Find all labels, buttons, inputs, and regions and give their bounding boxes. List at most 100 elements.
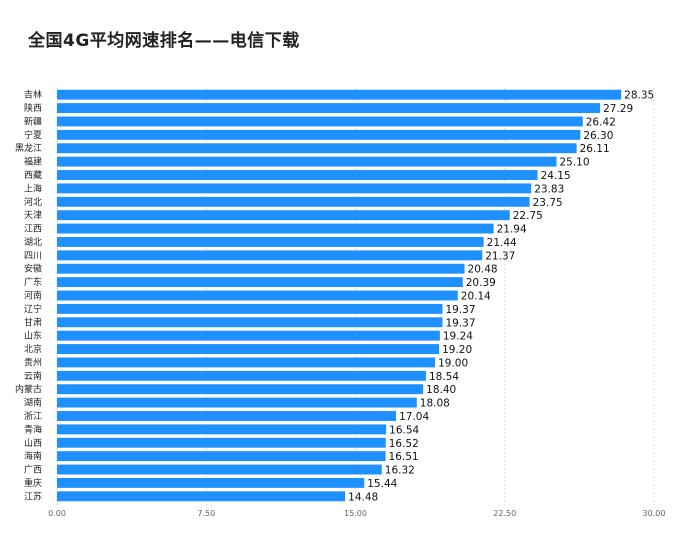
bar bbox=[57, 451, 386, 462]
bar bbox=[57, 143, 577, 154]
value-label: 26.11 bbox=[580, 143, 610, 155]
category-label: 山西 bbox=[24, 438, 42, 449]
category-label: 陕西 bbox=[24, 102, 42, 114]
bar bbox=[57, 210, 510, 221]
category-label: 北京 bbox=[24, 343, 42, 355]
value-label: 23.75 bbox=[533, 197, 563, 209]
category-label: 青海 bbox=[24, 423, 42, 435]
bar bbox=[57, 424, 387, 435]
category-label: 海南 bbox=[24, 450, 42, 462]
category-label: 重庆 bbox=[24, 477, 42, 489]
value-label: 27.29 bbox=[603, 103, 633, 115]
category-label: 上海 bbox=[24, 182, 42, 194]
bar bbox=[57, 116, 583, 127]
bar bbox=[57, 491, 346, 502]
bar bbox=[57, 103, 601, 114]
bar bbox=[57, 89, 622, 100]
bar bbox=[57, 330, 440, 341]
bar bbox=[57, 129, 581, 140]
value-label: 26.30 bbox=[583, 130, 613, 142]
value-label: 28.35 bbox=[624, 90, 654, 102]
value-label: 20.14 bbox=[461, 291, 491, 303]
value-label: 18.54 bbox=[429, 371, 459, 383]
bar bbox=[57, 397, 417, 408]
x-tick-label: 0.00 bbox=[48, 509, 66, 518]
bar bbox=[57, 196, 530, 207]
category-label: 江苏 bbox=[24, 490, 42, 502]
bar bbox=[57, 437, 386, 448]
x-tick-label: 30.00 bbox=[643, 509, 666, 518]
category-label: 新疆 bbox=[24, 115, 42, 127]
value-label: 21.44 bbox=[487, 237, 517, 249]
value-label: 18.08 bbox=[420, 398, 450, 410]
category-label: 宁夏 bbox=[24, 129, 42, 141]
value-label: 14.48 bbox=[348, 491, 378, 503]
category-label: 吉林 bbox=[24, 89, 42, 101]
category-label: 江西 bbox=[24, 224, 42, 235]
value-label: 22.75 bbox=[513, 210, 543, 222]
x-axis-ticks: 0.00 7.50 15.00 22.50 30.00 bbox=[48, 509, 665, 518]
value-label: 19.00 bbox=[438, 357, 468, 369]
value-label: 16.52 bbox=[389, 438, 419, 450]
value-label: 16.54 bbox=[389, 424, 419, 436]
value-label: 21.37 bbox=[485, 250, 515, 262]
bar bbox=[57, 303, 443, 314]
bar bbox=[57, 290, 458, 301]
category-label: 安徽 bbox=[24, 263, 42, 275]
category-label: 河北 bbox=[24, 196, 42, 208]
bar bbox=[57, 464, 382, 475]
bars bbox=[57, 89, 622, 502]
chart-title: 全国4G平均网速排名——电信下载 bbox=[28, 31, 300, 51]
category-label: 福建 bbox=[24, 156, 42, 168]
bar bbox=[57, 317, 443, 328]
category-label: 贵州 bbox=[24, 356, 42, 368]
value-label: 19.24 bbox=[443, 331, 473, 343]
category-label: 湖南 bbox=[24, 397, 42, 409]
bar bbox=[57, 183, 532, 194]
value-label: 19.37 bbox=[445, 304, 475, 316]
bar bbox=[57, 223, 494, 234]
category-label: 黑龙江 bbox=[15, 142, 42, 154]
value-label: 15.44 bbox=[367, 478, 397, 490]
value-label: 21.94 bbox=[497, 224, 527, 236]
category-label: 辽宁 bbox=[24, 303, 42, 315]
bar bbox=[57, 477, 365, 488]
category-label: 河南 bbox=[24, 290, 42, 302]
category-label: 内蒙古 bbox=[15, 383, 42, 395]
x-tick-label: 22.50 bbox=[493, 509, 516, 518]
bar bbox=[57, 250, 483, 261]
value-label: 25.10 bbox=[559, 157, 589, 169]
category-label: 甘肃 bbox=[24, 316, 42, 328]
bar bbox=[57, 384, 424, 395]
bar bbox=[57, 357, 436, 368]
bar bbox=[57, 277, 463, 288]
category-label: 广东 bbox=[24, 276, 42, 288]
category-label: 四川 bbox=[24, 251, 42, 261]
bar bbox=[57, 411, 397, 421]
value-label: 19.20 bbox=[442, 344, 472, 356]
value-label: 17.04 bbox=[399, 411, 429, 423]
bar bbox=[57, 370, 426, 381]
value-label: 23.83 bbox=[534, 183, 564, 195]
category-label: 天津 bbox=[24, 210, 42, 221]
value-label: 26.42 bbox=[586, 116, 616, 128]
value-label: 20.48 bbox=[468, 264, 498, 276]
x-tick-label: 15.00 bbox=[344, 509, 367, 518]
value-label: 18.40 bbox=[426, 384, 456, 396]
category-label: 云南 bbox=[24, 370, 42, 382]
x-tick-label: 7.50 bbox=[197, 509, 215, 518]
category-label: 广西 bbox=[24, 464, 42, 476]
value-label: 16.51 bbox=[389, 451, 419, 463]
bar bbox=[57, 263, 465, 274]
value-label: 19.37 bbox=[445, 317, 475, 329]
category-labels: 吉林陕西新疆宁夏黑龙江福建西藏上海河北天津江西湖北四川安徽广东河南辽宁甘肃山东北… bbox=[15, 89, 42, 503]
category-label: 湖北 bbox=[24, 237, 42, 248]
category-label: 浙江 bbox=[24, 410, 42, 422]
value-label: 24.15 bbox=[541, 170, 571, 182]
bar bbox=[57, 170, 538, 180]
bar bbox=[57, 156, 557, 167]
bar bbox=[57, 236, 484, 247]
value-label: 20.39 bbox=[466, 277, 496, 289]
